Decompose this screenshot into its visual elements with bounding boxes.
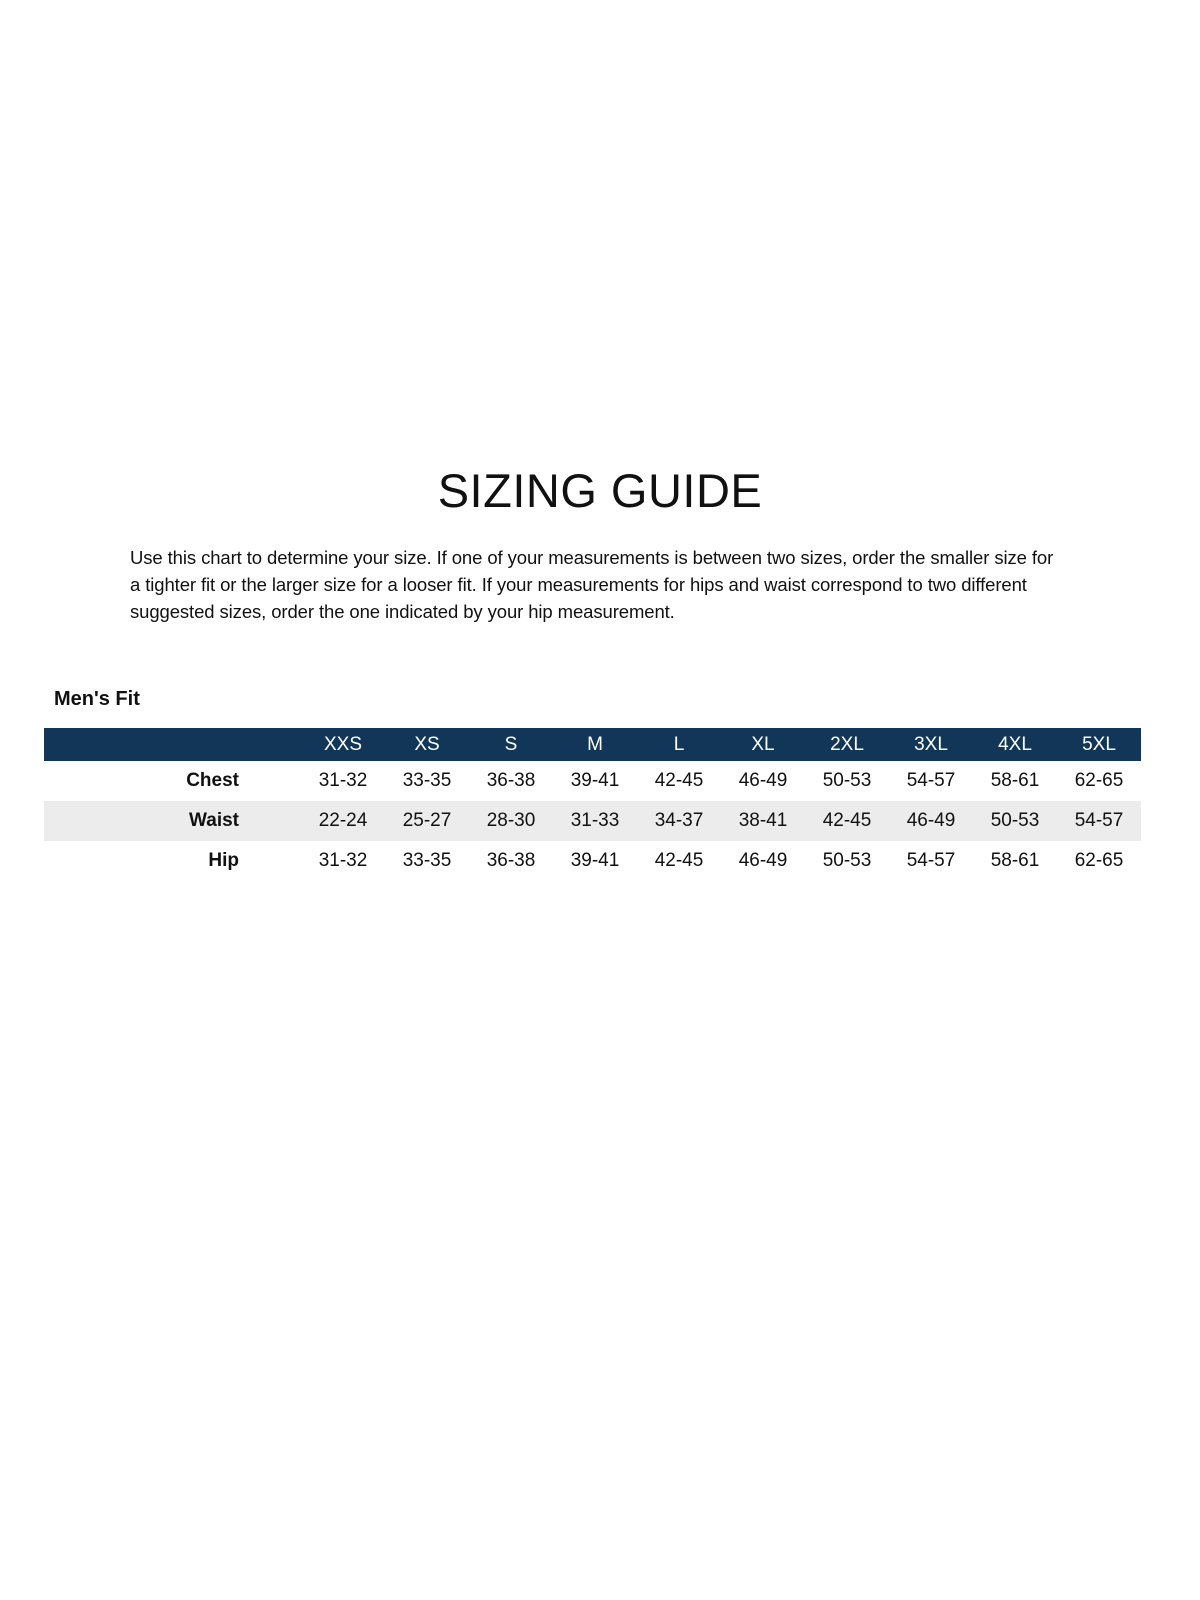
cell-chest-s: 36-38 bbox=[486, 770, 536, 791]
cell-hip-xs: 33-35 bbox=[402, 850, 452, 871]
cell-waist-s: 28-30 bbox=[469, 801, 553, 841]
cell-waist-l: 34-37 bbox=[637, 801, 721, 841]
cell-hip-xl: 46-49 bbox=[738, 850, 788, 871]
column-header-xxs: XXS bbox=[301, 728, 385, 761]
cell-hip-2xl: 50-53 bbox=[822, 850, 872, 871]
table-header: XXS XS S M L XL 2XL 3XL 4XL 5XL bbox=[44, 728, 1141, 761]
column-header-m: M bbox=[553, 728, 637, 761]
cell-waist-3xl: 46-49 bbox=[889, 801, 973, 841]
cell-chest-4xl: 58-61 bbox=[990, 770, 1040, 791]
cell-waist-xl: 38-41 bbox=[721, 801, 805, 841]
cell-chest-5xl: 62-65 bbox=[1074, 770, 1124, 791]
column-header-measurement bbox=[44, 728, 301, 761]
page-title: SIZING GUIDE bbox=[437, 464, 763, 517]
cell-waist-2xl: 42-45 bbox=[805, 801, 889, 841]
column-header-l: L bbox=[637, 728, 721, 761]
column-header-4xl: 4XL bbox=[973, 728, 1057, 761]
cell-hip-4xl: 58-61 bbox=[990, 850, 1040, 871]
cell-hip-m: 39-41 bbox=[570, 850, 620, 871]
column-header-3xl: 3XL bbox=[889, 728, 973, 761]
section-heading-mens-fit: Men's Fit bbox=[54, 688, 140, 710]
column-header-xl: XL bbox=[721, 728, 805, 761]
column-header-xs: XS bbox=[385, 728, 469, 761]
cell-hip-xxs: 31-32 bbox=[318, 850, 368, 871]
cell-waist-4xl: 50-53 bbox=[973, 801, 1057, 841]
size-table-container: XXS XS S M L XL 2XL 3XL 4XL 5XL Chest 31… bbox=[44, 728, 1141, 881]
column-header-5xl: 5XL bbox=[1057, 728, 1141, 761]
column-header-s: S bbox=[469, 728, 553, 761]
cell-chest-xl: 46-49 bbox=[738, 770, 788, 791]
size-chart-table: XXS XS S M L XL 2XL 3XL 4XL 5XL Chest 31… bbox=[44, 728, 1141, 881]
intro-paragraph: Use this chart to determine your size. I… bbox=[130, 547, 1054, 622]
intro-paragraph-block: Use this chart to determine your size. I… bbox=[130, 544, 1054, 625]
cell-chest-xs: 33-35 bbox=[402, 770, 452, 791]
cell-chest-2xl: 50-53 bbox=[822, 770, 872, 791]
column-header-2xl: 2XL bbox=[805, 728, 889, 761]
table-row: Hip 31-32 33-35 36-38 39-41 42-45 46-49 … bbox=[44, 841, 1141, 881]
cell-hip-l: 42-45 bbox=[654, 850, 704, 871]
table-header-row: XXS XS S M L XL 2XL 3XL 4XL 5XL bbox=[44, 728, 1141, 761]
cell-chest-xxs: 31-32 bbox=[318, 770, 368, 791]
table-body: Chest 31-32 33-35 36-38 39-41 42-45 46-4… bbox=[44, 761, 1141, 881]
row-label-waist: Waist bbox=[44, 801, 301, 841]
cell-chest-m: 39-41 bbox=[570, 770, 620, 791]
cell-hip-s: 36-38 bbox=[486, 850, 536, 871]
cell-hip-3xl: 54-57 bbox=[906, 850, 956, 871]
row-label-hip: Hip bbox=[208, 850, 239, 871]
table-row: Waist 22-24 25-27 28-30 31-33 34-37 38-4… bbox=[44, 801, 1141, 841]
cell-waist-xs: 25-27 bbox=[385, 801, 469, 841]
cell-hip-5xl: 62-65 bbox=[1074, 850, 1124, 871]
cell-waist-xxs: 22-24 bbox=[301, 801, 385, 841]
cell-waist-5xl: 54-57 bbox=[1057, 801, 1141, 841]
cell-chest-3xl: 54-57 bbox=[906, 770, 956, 791]
cell-chest-l: 42-45 bbox=[654, 770, 704, 791]
row-label-chest: Chest bbox=[186, 770, 239, 791]
table-row: Chest 31-32 33-35 36-38 39-41 42-45 46-4… bbox=[44, 761, 1141, 801]
cell-waist-m: 31-33 bbox=[553, 801, 637, 841]
